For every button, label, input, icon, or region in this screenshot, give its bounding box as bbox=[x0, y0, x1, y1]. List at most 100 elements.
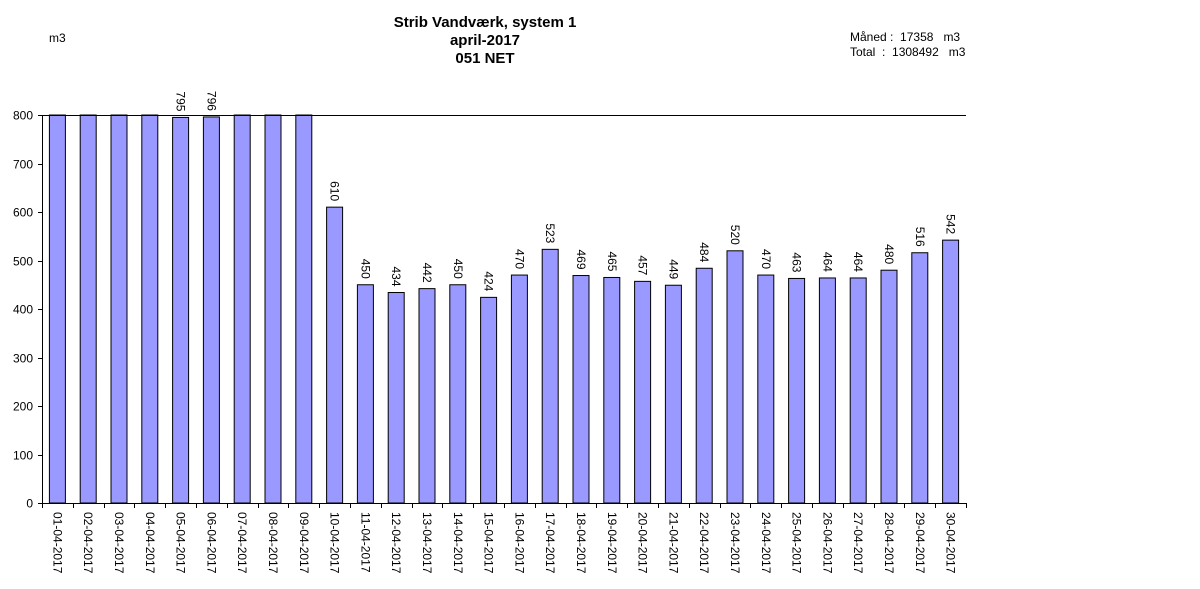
x-tick-label: 19-04-2017 bbox=[605, 512, 619, 574]
month-value: 17358 bbox=[900, 30, 934, 44]
x-tick-label: 17-04-2017 bbox=[543, 512, 557, 574]
x-tick-label: 04-04-2017 bbox=[143, 512, 157, 574]
bar bbox=[942, 239, 960, 504]
bar bbox=[757, 274, 775, 504]
bar bbox=[788, 277, 806, 504]
data-label: 480 bbox=[882, 244, 896, 264]
x-tick-label: 21-04-2017 bbox=[666, 512, 680, 574]
bar bbox=[572, 275, 590, 504]
data-label: 516 bbox=[913, 227, 927, 247]
x-tick-label: 11-04-2017 bbox=[358, 512, 372, 573]
data-label: 465 bbox=[605, 251, 619, 271]
chart-title: Strib Vandværk, system 1 april-2017 051 … bbox=[385, 14, 585, 68]
x-tick-label: 20-04-2017 bbox=[636, 512, 650, 574]
x-tick-label: 01-04-2017 bbox=[50, 512, 64, 574]
data-label: 450 bbox=[451, 259, 465, 279]
data-label: 450 bbox=[358, 259, 372, 279]
bar bbox=[110, 114, 128, 504]
data-label: 464 bbox=[820, 252, 834, 272]
bar bbox=[264, 114, 282, 504]
data-label: 484 bbox=[697, 242, 711, 262]
x-tick-label: 09-04-2017 bbox=[297, 512, 311, 574]
x-tick-label: 08-04-2017 bbox=[266, 512, 280, 574]
month-unit: m3 bbox=[943, 30, 961, 44]
bar bbox=[634, 280, 652, 504]
x-tick-label: 24-04-2017 bbox=[759, 512, 773, 574]
x-tick-label: 06-04-2017 bbox=[204, 512, 218, 574]
x-tick-label: 27-04-2017 bbox=[851, 512, 865, 574]
x-tick-label: 29-04-2017 bbox=[913, 512, 927, 574]
y-tick-label: 0 bbox=[26, 497, 33, 511]
data-label: 469 bbox=[574, 250, 588, 270]
bar bbox=[664, 284, 682, 504]
x-tick-label: 26-04-2017 bbox=[820, 512, 834, 574]
y-unit-label: m3 bbox=[49, 31, 66, 45]
bar bbox=[849, 277, 867, 504]
bar bbox=[541, 248, 559, 504]
total-unit: m3 bbox=[948, 45, 966, 59]
x-tick-label: 15-04-2017 bbox=[482, 512, 496, 574]
bar bbox=[141, 114, 159, 504]
total-value: 1308492 bbox=[892, 45, 939, 59]
bar bbox=[418, 288, 436, 504]
data-label: 434 bbox=[389, 266, 403, 286]
bar bbox=[510, 274, 528, 504]
x-tick-label: 30-04-2017 bbox=[944, 512, 958, 574]
y-tick-label: 800 bbox=[13, 109, 33, 123]
x-tick-label: 23-04-2017 bbox=[728, 512, 742, 574]
x-tick-label: 12-04-2017 bbox=[389, 512, 403, 574]
bar bbox=[387, 292, 405, 504]
y-tick-label: 300 bbox=[13, 352, 33, 366]
bar bbox=[480, 296, 498, 504]
bar bbox=[233, 114, 251, 504]
bar bbox=[726, 250, 744, 504]
data-label: 470 bbox=[512, 249, 526, 269]
y-tick-label: 600 bbox=[13, 206, 33, 220]
x-tick-label: 18-04-2017 bbox=[574, 512, 588, 574]
y-tick-label: 200 bbox=[13, 400, 33, 414]
bar bbox=[202, 116, 220, 504]
data-label: 523 bbox=[543, 223, 557, 243]
y-tick-label: 100 bbox=[13, 449, 33, 463]
month-label: Måned bbox=[850, 30, 887, 44]
bar bbox=[603, 276, 621, 504]
x-tick-label: 16-04-2017 bbox=[512, 512, 526, 574]
title-line-3: 051 NET bbox=[455, 50, 515, 67]
x-tick-label: 25-04-2017 bbox=[790, 512, 804, 574]
x-tick-label: 22-04-2017 bbox=[697, 512, 711, 574]
bar bbox=[818, 277, 836, 504]
bar bbox=[79, 114, 97, 504]
bar bbox=[326, 206, 344, 504]
x-tick-label: 07-04-2017 bbox=[235, 512, 249, 574]
bar bbox=[449, 284, 467, 504]
x-tick-label: 02-04-2017 bbox=[81, 512, 95, 574]
data-label: 464 bbox=[851, 252, 865, 272]
x-tick-label: 28-04-2017 bbox=[882, 512, 896, 574]
title-line-1: Strib Vandværk, system 1 bbox=[393, 14, 577, 31]
data-label: 610 bbox=[328, 181, 342, 201]
x-tick-label: 03-04-2017 bbox=[112, 512, 126, 574]
data-label: 463 bbox=[790, 252, 804, 272]
bar bbox=[172, 116, 190, 504]
bar bbox=[48, 114, 66, 504]
data-label: 442 bbox=[420, 263, 434, 283]
x-tick-label: 10-04-2017 bbox=[328, 512, 342, 574]
x-tick-label: 13-04-2017 bbox=[420, 512, 434, 574]
bar bbox=[695, 267, 713, 504]
data-label: 520 bbox=[728, 225, 742, 245]
bar bbox=[880, 269, 898, 504]
x-tick-label: 05-04-2017 bbox=[174, 512, 188, 574]
y-tick-label: 700 bbox=[13, 158, 33, 172]
total-label: Total bbox=[850, 45, 876, 59]
bar bbox=[295, 114, 313, 504]
data-label: 795 bbox=[174, 91, 188, 111]
data-label: 796 bbox=[204, 91, 218, 111]
y-tick-label: 500 bbox=[13, 255, 33, 269]
bar bbox=[356, 284, 374, 504]
data-label: 457 bbox=[636, 255, 650, 275]
title-line-2: april-2017 bbox=[449, 32, 521, 49]
data-label: 424 bbox=[482, 271, 496, 291]
summary-box: Måned : 17358 m3 Total : 1308492 m3 bbox=[850, 30, 966, 59]
bar bbox=[911, 252, 929, 504]
